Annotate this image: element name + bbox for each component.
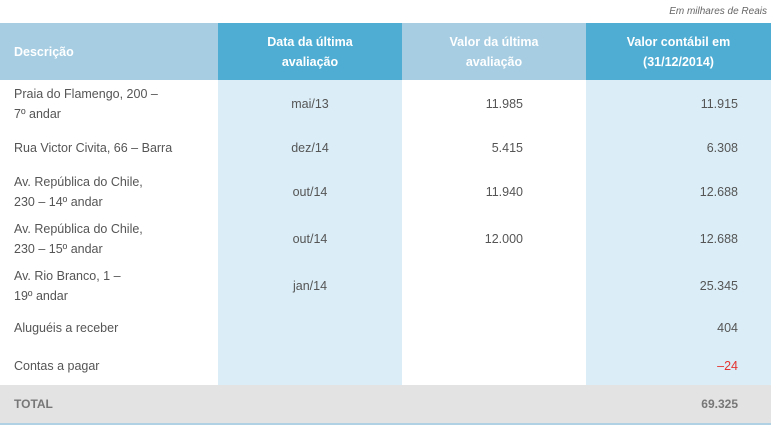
total-row: TOTAL 69.325 <box>0 385 771 425</box>
contabil-cell: 11.915 <box>586 80 771 128</box>
desc-cell: Contas a pagar <box>0 347 218 385</box>
desc-line: Av. Rio Branco, 1 – <box>14 268 121 283</box>
date-cell <box>218 347 402 385</box>
desc-cell: Aluguéis a receber <box>0 309 218 347</box>
total-empty <box>402 385 586 425</box>
contabil-cell: 25.345 <box>586 262 771 309</box>
valor-cell <box>402 347 586 385</box>
property-table: Descrição Data da última avaliação Valor… <box>0 23 771 425</box>
desc-cell: Av. República do Chile, 230 – 15º andar <box>0 215 218 262</box>
date-cell: out/14 <box>218 215 402 262</box>
units-note: Em milhares de Reais <box>669 6 767 17</box>
valor-cell <box>402 309 586 347</box>
desc-cell: Av. Rio Branco, 1 – 19º andar <box>0 262 218 309</box>
valor-cell: 12.000 <box>402 215 586 262</box>
valor-cell: 11.940 <box>402 168 586 215</box>
desc-cell: Praia do Flamengo, 200 – 7º andar <box>0 80 218 128</box>
contabil-cell: 6.308 <box>586 128 771 168</box>
header-data-avaliacao: Data da última avaliação <box>218 23 402 80</box>
header-line: Valor contábil em <box>626 34 731 49</box>
contabil-cell-negative: –24 <box>586 347 771 385</box>
contabil-cell: 12.688 <box>586 168 771 215</box>
date-cell: out/14 <box>218 168 402 215</box>
valor-cell: 11.985 <box>402 80 586 128</box>
header-line: Data da última <box>267 34 353 49</box>
table-row: Contas a pagar –24 <box>0 347 771 385</box>
table-row: Av. República do Chile, 230 – 15º andar o… <box>0 215 771 262</box>
header-valor-contabil: Valor contábil em (31/12/2014) <box>586 23 771 80</box>
table-row: Av. Rio Branco, 1 – 19º andar jan/14 25.3… <box>0 262 771 309</box>
header-valor-avaliacao: Valor da última avaliação <box>402 23 586 80</box>
date-cell <box>218 309 402 347</box>
header-row: Descrição Data da última avaliação Valor… <box>0 23 771 80</box>
desc-line: 230 – 15º andar <box>14 241 103 256</box>
contabil-cell: 404 <box>586 309 771 347</box>
desc-line: 19º andar <box>14 288 68 303</box>
valor-cell <box>402 262 586 309</box>
header-descricao: Descrição <box>0 23 218 80</box>
header-line: (31/12/2014) <box>643 54 714 69</box>
total-value: 69.325 <box>586 385 771 425</box>
date-cell: jan/14 <box>218 262 402 309</box>
date-cell: mai/13 <box>218 80 402 128</box>
header-line: avaliação <box>465 54 523 69</box>
total-label: TOTAL <box>0 385 218 425</box>
desc-line: 7º andar <box>14 107 61 121</box>
total-empty <box>218 385 402 425</box>
desc-line: Av. República do Chile, <box>14 174 143 189</box>
valor-cell: 5.415 <box>402 128 586 168</box>
table-row: Aluguéis a receber 404 <box>0 309 771 347</box>
table-row: Av. República do Chile, 230 – 14º andar o… <box>0 168 771 215</box>
property-table-container: Descrição Data da última avaliação Valor… <box>0 23 771 425</box>
table-row: Rua Victor Civita, 66 – Barra dez/14 5.4… <box>0 128 771 168</box>
header-line: Valor da última <box>449 34 539 49</box>
date-cell: dez/14 <box>218 128 402 168</box>
desc-line: Av. República do Chile, <box>14 221 143 236</box>
table-row: Praia do Flamengo, 200 –7º andar mai/13 … <box>0 80 771 128</box>
desc-cell: Rua Victor Civita, 66 – Barra <box>0 128 218 168</box>
desc-line: 230 – 14º andar <box>14 194 103 209</box>
desc-cell: Av. República do Chile, 230 – 14º andar <box>0 168 218 215</box>
contabil-cell: 12.688 <box>586 215 771 262</box>
desc-line: Praia do Flamengo, 200 – <box>14 87 158 101</box>
header-line: avaliação <box>281 54 339 69</box>
